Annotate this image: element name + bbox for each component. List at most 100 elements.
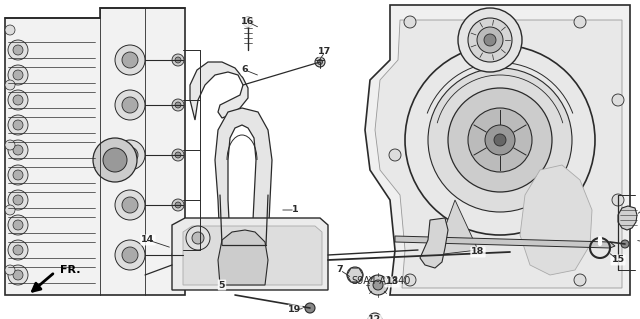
Circle shape <box>458 8 522 72</box>
Circle shape <box>13 245 23 255</box>
Circle shape <box>574 16 586 28</box>
Circle shape <box>8 240 28 260</box>
Circle shape <box>115 90 145 120</box>
Circle shape <box>428 68 572 212</box>
Circle shape <box>13 70 23 80</box>
Circle shape <box>477 27 503 53</box>
Circle shape <box>468 108 532 172</box>
Circle shape <box>5 25 15 35</box>
Circle shape <box>122 197 138 213</box>
Circle shape <box>317 60 323 64</box>
Circle shape <box>175 57 181 63</box>
Circle shape <box>373 280 383 290</box>
Circle shape <box>172 99 184 111</box>
Circle shape <box>13 95 23 105</box>
Circle shape <box>93 138 137 182</box>
Circle shape <box>413 245 423 255</box>
Circle shape <box>243 17 253 27</box>
Circle shape <box>612 94 624 106</box>
Circle shape <box>13 220 23 230</box>
Circle shape <box>122 97 138 113</box>
Circle shape <box>122 52 138 68</box>
Circle shape <box>404 274 416 286</box>
Circle shape <box>13 195 23 205</box>
Text: 12: 12 <box>369 315 381 319</box>
Circle shape <box>172 199 184 211</box>
Circle shape <box>484 34 496 46</box>
Circle shape <box>13 170 23 180</box>
Circle shape <box>186 226 210 250</box>
Circle shape <box>468 18 512 62</box>
Circle shape <box>103 148 127 172</box>
Text: S9A4-A1840: S9A4-A1840 <box>351 276 410 286</box>
Text: 18: 18 <box>471 248 484 256</box>
Circle shape <box>175 202 181 208</box>
Circle shape <box>5 265 15 275</box>
Circle shape <box>315 57 325 67</box>
Circle shape <box>192 232 204 244</box>
Polygon shape <box>172 218 328 290</box>
Circle shape <box>612 194 624 206</box>
Circle shape <box>485 125 515 155</box>
Polygon shape <box>5 8 185 295</box>
Circle shape <box>8 115 28 135</box>
Text: 16: 16 <box>241 18 255 26</box>
Polygon shape <box>190 62 248 120</box>
Circle shape <box>389 149 401 161</box>
Text: 17: 17 <box>318 48 332 56</box>
Circle shape <box>13 270 23 280</box>
Circle shape <box>405 45 595 235</box>
Circle shape <box>621 240 629 248</box>
Circle shape <box>8 40 28 60</box>
Circle shape <box>5 205 15 215</box>
Circle shape <box>368 313 382 319</box>
Polygon shape <box>375 20 622 288</box>
Circle shape <box>5 140 15 150</box>
Circle shape <box>8 265 28 285</box>
Circle shape <box>305 303 315 313</box>
Polygon shape <box>218 230 268 285</box>
Text: 7: 7 <box>337 265 343 275</box>
Text: 13: 13 <box>385 278 399 286</box>
Text: 5: 5 <box>219 280 225 290</box>
Circle shape <box>347 267 363 283</box>
Circle shape <box>115 240 145 270</box>
Circle shape <box>8 65 28 85</box>
Polygon shape <box>365 5 630 295</box>
Circle shape <box>13 45 23 55</box>
Polygon shape <box>183 226 322 285</box>
Polygon shape <box>420 218 448 268</box>
Polygon shape <box>347 268 363 282</box>
Circle shape <box>175 152 181 158</box>
Circle shape <box>8 90 28 110</box>
Circle shape <box>13 145 23 155</box>
Circle shape <box>175 252 181 258</box>
Circle shape <box>13 120 23 130</box>
Text: 1: 1 <box>292 205 298 214</box>
Circle shape <box>448 88 552 192</box>
Circle shape <box>368 275 388 295</box>
Circle shape <box>494 134 506 146</box>
Circle shape <box>8 190 28 210</box>
Polygon shape <box>395 236 615 248</box>
Polygon shape <box>520 165 592 275</box>
Circle shape <box>115 45 145 75</box>
Circle shape <box>122 147 138 163</box>
Text: 6: 6 <box>242 65 248 75</box>
Text: FR.: FR. <box>60 265 81 275</box>
Circle shape <box>115 190 145 220</box>
Circle shape <box>8 140 28 160</box>
Polygon shape <box>215 108 272 248</box>
Circle shape <box>8 165 28 185</box>
Circle shape <box>172 54 184 66</box>
Polygon shape <box>618 206 637 230</box>
Circle shape <box>8 215 28 235</box>
Circle shape <box>175 102 181 108</box>
Circle shape <box>505 247 515 257</box>
Circle shape <box>122 247 138 263</box>
Circle shape <box>172 149 184 161</box>
Circle shape <box>574 274 586 286</box>
Circle shape <box>172 249 184 261</box>
Text: 15: 15 <box>611 256 625 264</box>
Text: 14: 14 <box>141 235 155 244</box>
